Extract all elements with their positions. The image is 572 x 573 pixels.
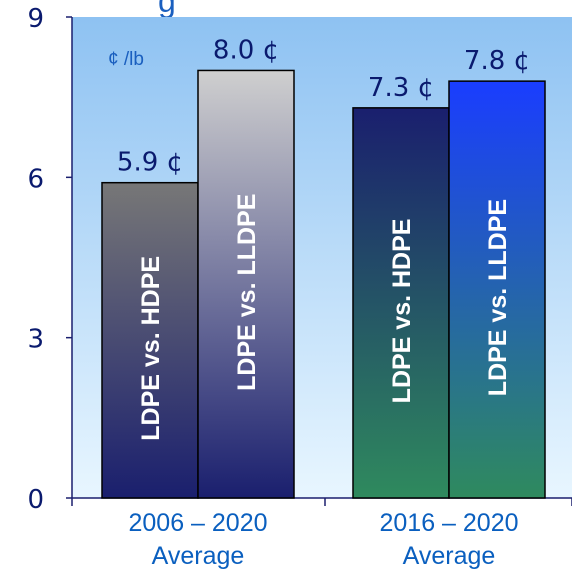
y-tick-label: 0 (27, 485, 44, 515)
y-tick-label: 3 (27, 325, 44, 355)
y-tick-label: 9 (27, 4, 44, 34)
unit-label: ¢ /lb (108, 49, 144, 70)
bar-label: LDPE vs. HDPE (137, 256, 165, 441)
bar (352, 107, 450, 499)
bar (197, 69, 295, 499)
bar (101, 181, 199, 499)
category-label-line1: 2016 – 2020 (379, 509, 518, 537)
bar (448, 80, 546, 499)
category-label-line1: 2006 – 2020 (128, 509, 267, 537)
value-label: 7.8 ¢ (464, 46, 530, 76)
category-label-line2: Average (152, 542, 245, 570)
bar-label: LDPE vs. LLDPE (233, 194, 261, 391)
bar-label: LDPE vs. LLDPE (484, 199, 512, 396)
y-tick-label: 6 (27, 164, 44, 194)
value-label: 5.9 ¢ (117, 148, 183, 178)
chart-title-fragment: g (158, 0, 176, 19)
value-label: 8.0 ¢ (213, 35, 279, 65)
category-label-line2: Average (403, 542, 496, 570)
bar-label: LDPE vs. HDPE (388, 219, 416, 404)
value-label: 7.3 ¢ (368, 73, 434, 103)
